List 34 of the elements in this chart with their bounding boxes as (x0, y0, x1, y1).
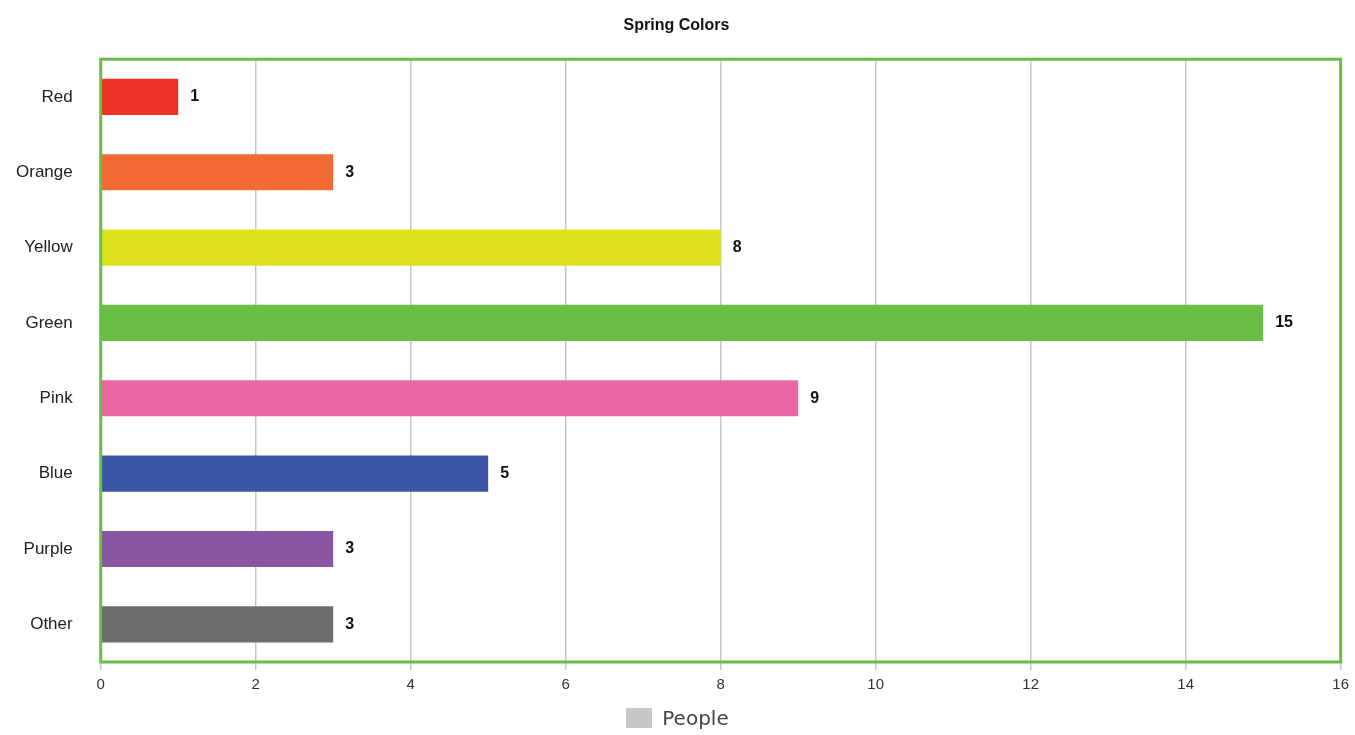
bar (101, 229, 721, 266)
data-label: 9 (810, 388, 820, 406)
x-tick-label: 8 (716, 675, 725, 693)
x-tick-label: 10 (867, 675, 885, 693)
y-tick-label: Orange (16, 161, 73, 181)
y-tick-label: Other (30, 614, 74, 634)
data-label: 15 (1275, 313, 1294, 331)
x-tick-label: 12 (1022, 675, 1040, 693)
data-label: 3 (345, 162, 355, 180)
data-label: 3 (345, 539, 355, 557)
bar (101, 154, 334, 191)
x-tick-label: 4 (406, 675, 415, 693)
bar (101, 606, 334, 643)
y-tick-label: Pink (39, 387, 74, 407)
data-label: 8 (732, 237, 742, 255)
x-tick-label: 2 (251, 675, 260, 693)
y-tick-label: Yellow (24, 237, 74, 257)
bar (101, 530, 334, 568)
data-label: 1 (190, 87, 200, 105)
y-tick-label: Blue (38, 463, 73, 483)
bar (101, 78, 179, 115)
chart-title: Spring Colors (623, 16, 730, 34)
x-tick-label: 6 (561, 675, 570, 693)
y-tick-label: Purple (23, 538, 73, 558)
bar (101, 455, 489, 492)
y-tick-label: Green (25, 312, 73, 332)
text: People (662, 705, 729, 730)
y-tick-label: Red (41, 86, 73, 106)
x-tick-label: 0 (96, 675, 105, 693)
bar (101, 380, 799, 417)
data-label: 3 (345, 614, 355, 632)
x-tick-label: 14 (1177, 675, 1195, 693)
data-label: 5 (500, 464, 510, 482)
x-tick-label: 16 (1332, 675, 1349, 693)
